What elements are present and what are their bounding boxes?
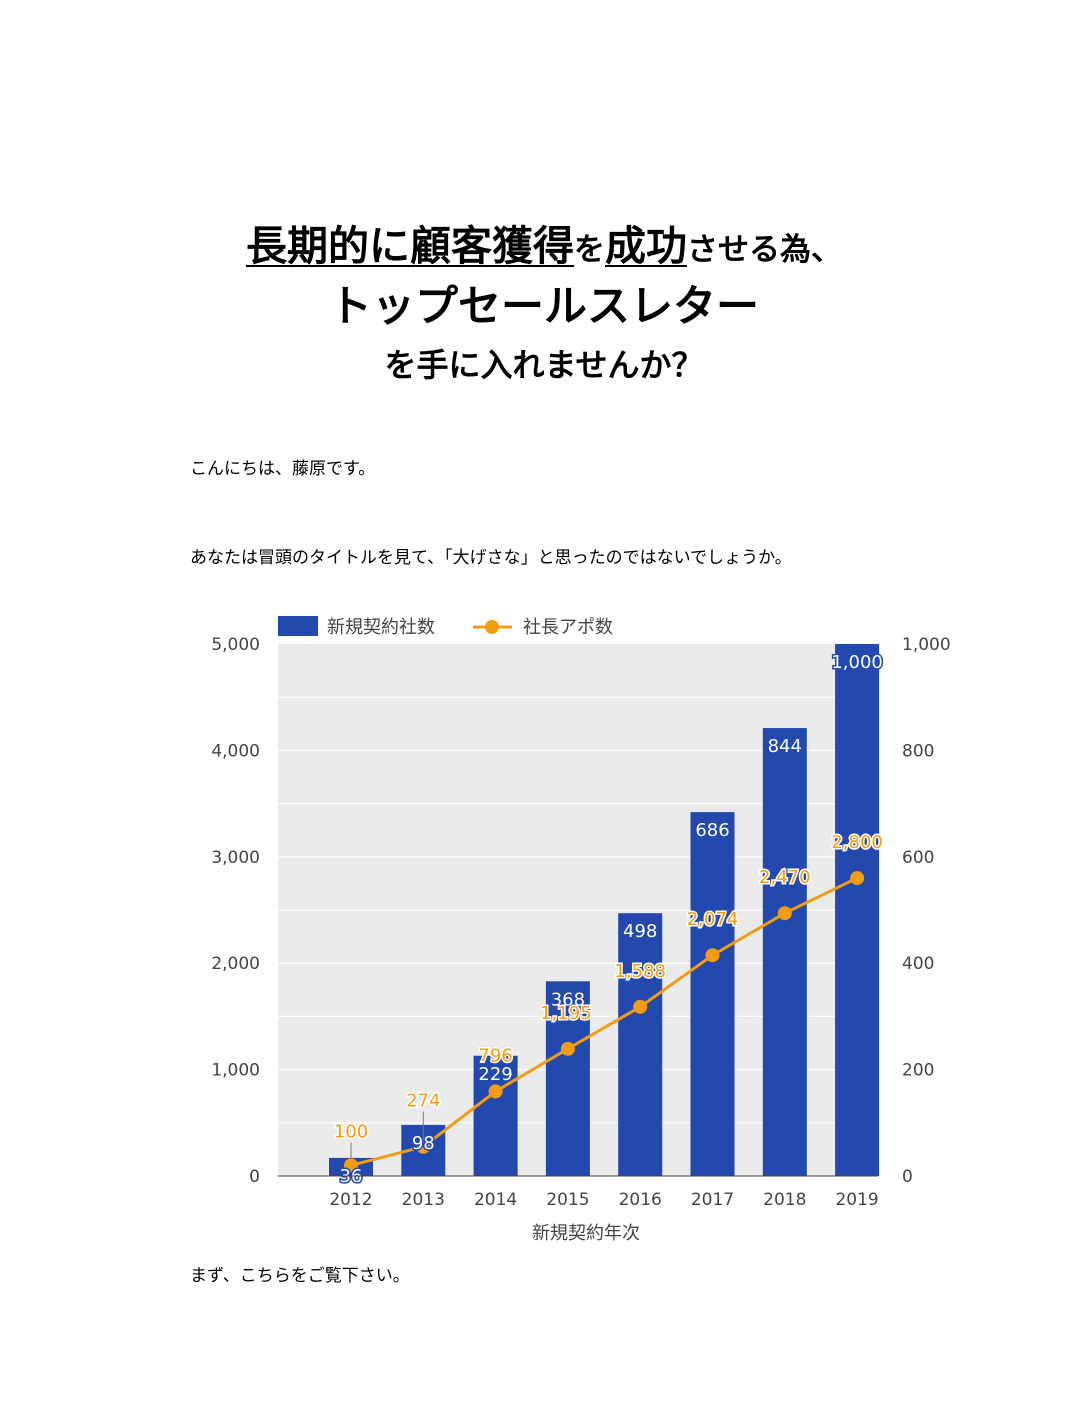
line-data-label: 100 (334, 1121, 368, 1142)
line-point-2017 (705, 948, 720, 963)
x-axis-tick-label: 2018 (763, 1190, 806, 1210)
line-series (344, 871, 865, 1173)
line-point-2019 (850, 871, 865, 886)
line-data-label: 796 (478, 1045, 512, 1066)
x-axis-tick-label: 2013 (402, 1190, 445, 1210)
line-data-label: 2,074 (687, 909, 739, 930)
x-axis-tick-label: 2019 (835, 1190, 878, 1210)
line-point-2012 (344, 1158, 358, 1173)
bar-series (329, 644, 880, 1176)
headline-underlined-part-1: 長期的に顧客獲得 (246, 222, 574, 270)
chart-axes: 0 1,000 2,000 3,000 4,000 5,000 0 200 400 600 800 1… (211, 635, 950, 1244)
bar-2015 (545, 981, 590, 1176)
left-axis-tick-label: 4,000 (211, 741, 260, 761)
x-axis-title: 新規契約年次 (532, 1223, 640, 1244)
x-axis-tick-label: 2016 (619, 1190, 662, 1210)
chart-legend: 新規契約社数 社長アポ数 (278, 616, 613, 638)
headline-line-3: を手に入れませんか？ (384, 346, 704, 384)
right-axis-tick-label: 1,000 (902, 635, 951, 655)
left-axis-tick-label: 2,000 (211, 954, 260, 974)
line-data-label: 274 (406, 1091, 440, 1112)
legend-line-label: 社長アポ数 (523, 617, 613, 638)
left-axis-tick-label: 0 (249, 1167, 260, 1187)
line-data-label: 2,800 (831, 832, 883, 853)
greeting-paragraph: こんにちは、藤原です。 (190, 459, 376, 479)
bar-data-label: 368 (551, 989, 585, 1010)
right-axis-tick-label: 200 (902, 1061, 934, 1081)
line-point-2014 (488, 1084, 503, 1099)
bar-data-label: 229 (478, 1064, 512, 1085)
data-labels: 36982293684986868441,0001002747961,1951,… (332, 651, 884, 1189)
right-axis-tick-label: 600 (902, 848, 934, 868)
line-data-label: 2,470 (759, 867, 811, 888)
headline-line-1: 長期的に顧客獲得を成功させる為、 (0, 212, 1088, 272)
bar-2014 (473, 1055, 518, 1176)
headline-line-2: トップセールスレター (329, 282, 759, 332)
bar-2017 (690, 812, 735, 1176)
bar-2018 (762, 728, 807, 1176)
x-axis-tick-label: 2017 (691, 1190, 734, 1210)
left-axis-tick-label: 3,000 (211, 848, 260, 868)
intro-paragraph: あなたは冒頭のタイトルを見て、「大げさな」と思ったのではないでしょうか。 (190, 548, 792, 568)
x-axis-tick-label: 2015 (546, 1190, 589, 1210)
bar-data-label: 844 (768, 736, 802, 757)
line-point-2013 (416, 1139, 431, 1154)
line-point-2015 (560, 1041, 575, 1056)
bar-2016 (618, 913, 663, 1176)
right-axis-tick-label: 400 (902, 954, 934, 974)
x-axis-tick-label: 2014 (474, 1190, 517, 1210)
line-data-label: 1,195 (540, 1003, 592, 1024)
left-axis-tick-label: 1,000 (211, 1061, 260, 1081)
legend-bar-label: 新規契約社数 (327, 617, 435, 638)
x-axis-tick-label: 2012 (329, 1190, 372, 1210)
left-axis-tick-label: 5,000 (211, 635, 260, 655)
bar-2019 (835, 644, 880, 1176)
bar-data-label: 498 (623, 921, 657, 942)
line-data-label: 1,588 (614, 961, 666, 982)
line-path (350, 876, 858, 1167)
line-point-2016 (633, 999, 648, 1014)
line-point-2018 (777, 906, 792, 921)
right-axis-tick-label: 800 (902, 741, 934, 761)
legend-line-marker (485, 620, 499, 634)
closing-paragraph: まず、こちらをご覧下さい。 (190, 1266, 410, 1286)
growth-chart: 36982293684986868441,0001002747961,1951,… (211, 616, 951, 1244)
headline-underlined-part-2: 成功 (605, 222, 687, 270)
bar-data-label: 686 (695, 820, 729, 841)
right-axis-tick-label: 0 (902, 1167, 913, 1187)
headline-particle: を (574, 232, 605, 268)
bar-data-label: 1,000 (831, 652, 883, 673)
legend-bar-swatch (278, 616, 318, 636)
headline-suffix: させる為、 (687, 232, 842, 268)
